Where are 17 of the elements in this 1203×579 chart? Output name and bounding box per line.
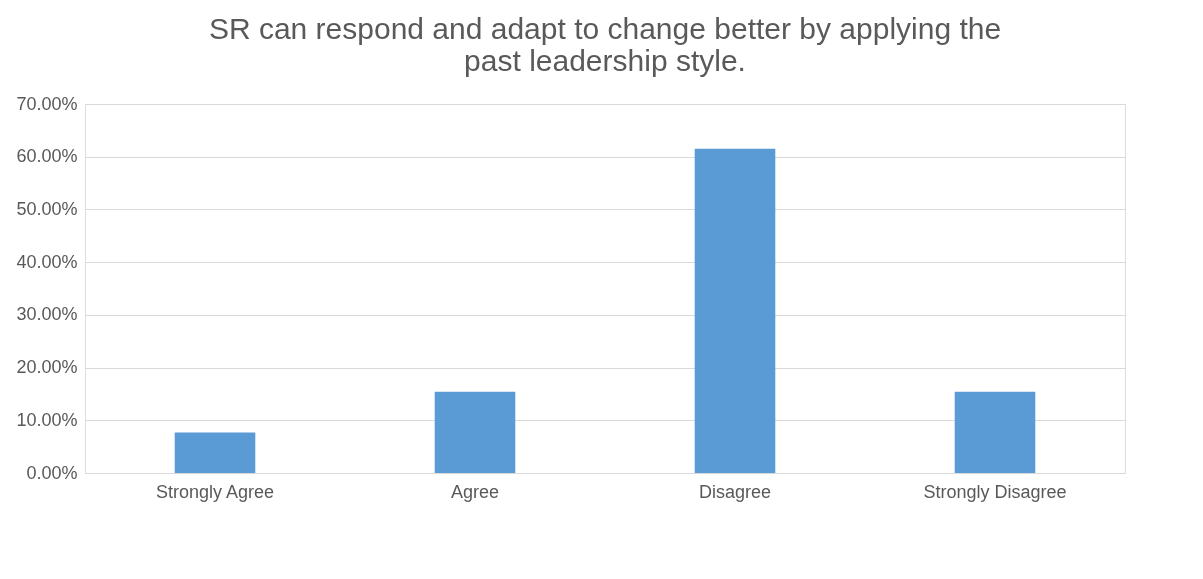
x-tick-label: Strongly Agree [155, 481, 275, 502]
y-tick-label: 0.00% [26, 462, 78, 483]
y-tick-label: 70.00% [16, 93, 78, 114]
y-tick-label: 50.00% [16, 198, 78, 219]
y-tick-label: 40.00% [16, 251, 78, 272]
bar [174, 432, 256, 473]
x-tick-label: Disagree [698, 481, 772, 502]
y-tick-label: 30.00% [16, 304, 78, 325]
x-tick-label: Strongly Disagree [923, 481, 1067, 502]
bar [954, 391, 1036, 473]
bar [434, 391, 516, 473]
bar [694, 148, 776, 473]
x-tick-label: Agree [450, 481, 500, 502]
y-tick-label: 60.00% [16, 146, 78, 167]
chart-title: SR can respond and adapt to change better by applying the past leadership style. [208, 12, 1002, 77]
y-tick-label: 20.00% [16, 357, 78, 378]
y-tick-label: 10.00% [16, 409, 78, 430]
